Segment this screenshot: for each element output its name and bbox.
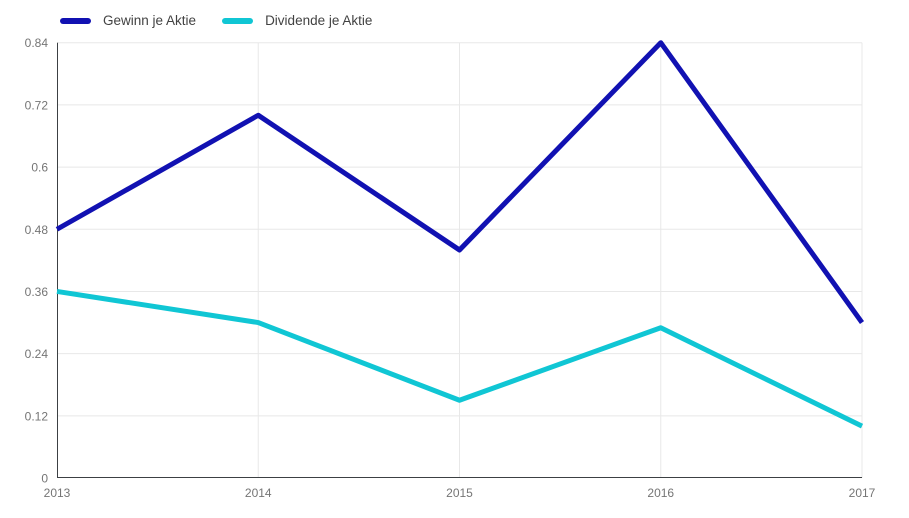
legend-label-dividende: Dividende je Aktie [265, 13, 373, 28]
legend-swatch-dividende-icon [222, 17, 254, 24]
series-line-dividende-je-aktie [56, 288, 864, 429]
chart-legend: Gewinn je Aktie Dividende je Aktie [60, 13, 372, 28]
y-tick-label: 0 [41, 472, 48, 486]
x-tick-label: 2017 [849, 486, 876, 500]
y-tick-label: 0.84 [25, 36, 49, 50]
legend-item-dividende-je-aktie[interactable]: Dividende je Aktie [222, 13, 372, 28]
y-tick-label: 0.72 [25, 98, 49, 112]
y-tick-label: 0.12 [25, 409, 49, 423]
y-tick-label: 0.48 [25, 223, 49, 237]
y-tick-label: 0.36 [25, 285, 49, 299]
x-tick-label: 2014 [245, 486, 272, 500]
series-line-gewinn-je-aktie [55, 40, 865, 324]
x-tick-label: 2016 [647, 486, 674, 500]
legend-label-gewinn: Gewinn je Aktie [103, 13, 197, 28]
legend-swatch-gewinn-icon [60, 17, 91, 24]
y-tick-label: 0.6 [31, 161, 48, 175]
legend-item-gewinn-je-aktie[interactable]: Gewinn je Aktie [60, 13, 196, 28]
y-tick-label: 0.24 [25, 347, 49, 361]
x-tick-label: 2013 [44, 486, 71, 500]
x-tick-label: 2015 [446, 486, 473, 500]
